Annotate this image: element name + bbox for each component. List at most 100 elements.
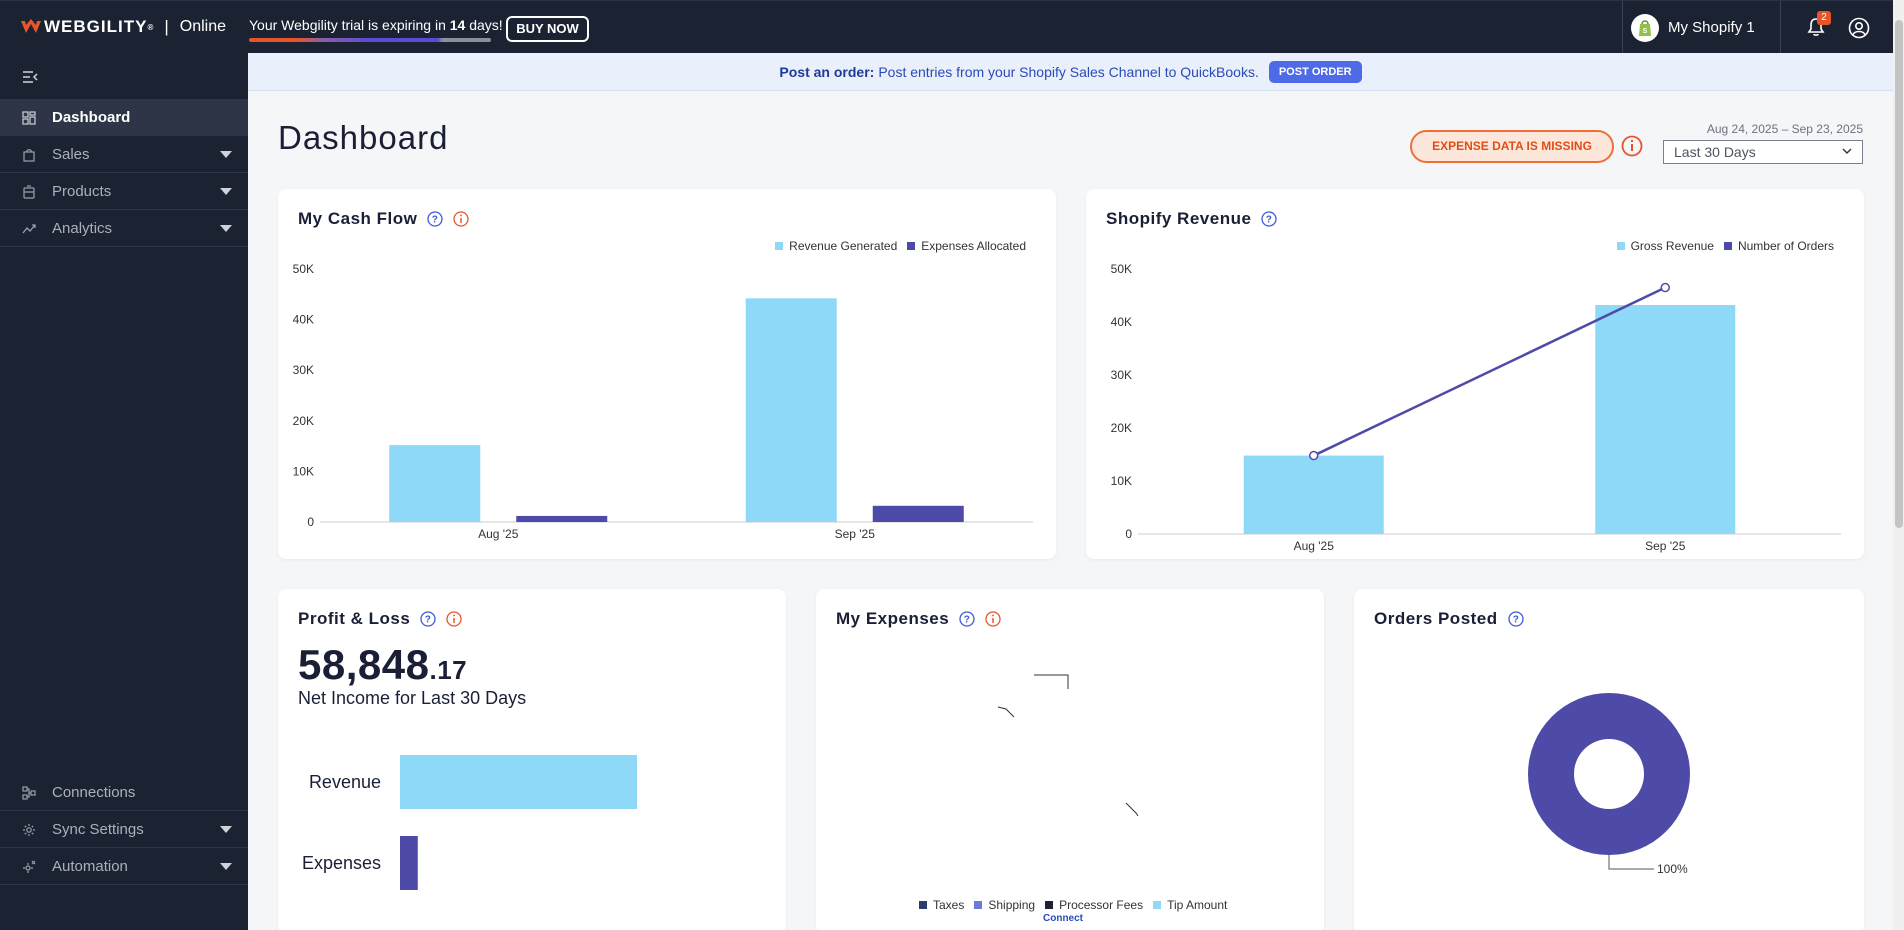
- chevron-down-icon[interactable]: [220, 863, 232, 870]
- help-icon[interactable]: ?: [1508, 611, 1524, 627]
- legend-item: Number of Orders: [1737, 239, 1834, 253]
- post-order-button[interactable]: POST ORDER: [1268, 60, 1362, 83]
- shopify-bag-icon: S: [1631, 13, 1659, 42]
- period-select-value: Last 30 Days: [1674, 144, 1756, 160]
- chart-bar: [1243, 455, 1384, 534]
- chart-bar: [745, 298, 837, 522]
- trend-icon: [22, 224, 36, 234]
- brand-name: WEBGILITY: [44, 17, 148, 36]
- connections-icon: [22, 786, 36, 800]
- y-tick-label: 40K: [1111, 315, 1132, 329]
- connect-link[interactable]: Connect: [1043, 913, 1083, 924]
- trial-message: Your Webgility trial is expiring in 14 d…: [249, 17, 503, 33]
- collapse-sidebar-icon[interactable]: [22, 70, 38, 84]
- orders-posted-chart: 100%: [1528, 693, 1690, 876]
- profit-loss-card: Profit & Loss ? 58,848.17 Net Income for…: [278, 589, 786, 930]
- legend-item: Shipping: [988, 898, 1036, 912]
- store-switcher[interactable]: S My Shopify 1: [1622, 1, 1781, 54]
- sidebar-item-label: Sales: [52, 145, 90, 163]
- cash-flow-title: My Cash Flow ?: [298, 209, 470, 229]
- expense-missing-button[interactable]: EXPENSE DATA IS MISSING: [1410, 130, 1614, 163]
- date-range-label: Aug 24, 2025 – Sep 23, 2025: [1706, 122, 1863, 136]
- trial-suffix: days!: [465, 17, 503, 33]
- y-tick-label: 50K: [293, 262, 314, 276]
- trial-progress-bar: [249, 38, 491, 42]
- chevron-down-icon[interactable]: [220, 188, 232, 195]
- scrollbar-thumb[interactable]: [1895, 20, 1903, 528]
- x-tick-label: Sep '25: [835, 527, 876, 541]
- shopify-revenue-card: Shopify Revenue ? Gross Revenue Number o…: [1086, 189, 1864, 559]
- svg-text:S: S: [1643, 28, 1648, 35]
- banner-text: Post entries from your Shopify Sales Cha…: [878, 63, 1259, 80]
- expenses-legend: Taxes Shipping Processor Fees Tip Amount: [919, 898, 1227, 912]
- orders-posted-title: Orders Posted ?: [1374, 609, 1524, 629]
- help-icon[interactable]: ?: [959, 611, 975, 627]
- gear-icon: [23, 824, 35, 836]
- period-select[interactable]: Last 30 Days: [1663, 140, 1863, 164]
- chevron-down-icon[interactable]: [220, 826, 232, 833]
- x-tick-label: Sep '25: [1645, 539, 1686, 553]
- y-tick-label: 30K: [1111, 368, 1132, 382]
- info-icon[interactable]: [985, 611, 1001, 627]
- y-tick-label: 20K: [293, 414, 314, 428]
- help-icon[interactable]: ?: [1261, 211, 1278, 227]
- buy-now-button[interactable]: BUY NOW: [506, 16, 589, 42]
- y-tick-label: 20K: [1111, 421, 1132, 435]
- sidebar-item-label: Dashboard: [52, 108, 131, 126]
- sidebar-item-products[interactable]: Products: [0, 173, 248, 210]
- legend-item: Tip Amount: [1167, 898, 1228, 912]
- legend-item: Taxes: [933, 898, 965, 912]
- legend-swatch: [919, 901, 927, 909]
- expenses-leader-lines: [997, 674, 1139, 817]
- user-account-icon[interactable]: [1848, 17, 1870, 39]
- help-icon[interactable]: ?: [427, 211, 444, 227]
- y-tick-label: 0: [1125, 527, 1132, 541]
- sidebar-item-automation[interactable]: Automation: [0, 848, 248, 885]
- profit-loss-title: Profit & Loss ?: [298, 609, 462, 629]
- y-tick-label: 40K: [293, 313, 314, 327]
- card-title-text: Orders Posted: [1374, 609, 1498, 628]
- banner-lead: Post an order:: [779, 63, 875, 80]
- info-icon[interactable]: [446, 611, 462, 627]
- dashboard-icon: [22, 111, 36, 125]
- cash-flow-chart: 0 10K 20K 30K 40K 50K Aug '25 Sep '25: [293, 262, 1033, 541]
- card-title-text: My Expenses: [836, 609, 950, 628]
- chart-bar: [389, 445, 481, 522]
- notification-badge: 2: [1817, 11, 1831, 25]
- pl-bar: [400, 836, 418, 890]
- x-tick-label: Aug '25: [1294, 539, 1335, 553]
- sidebar-item-label: Analytics: [52, 219, 113, 237]
- sidebar: Dashboard Sales Products Analytics Conne…: [0, 53, 248, 930]
- y-tick-label: 50K: [1111, 262, 1132, 276]
- sidebar-item-dashboard[interactable]: Dashboard: [0, 99, 248, 136]
- info-icon[interactable]: [1621, 135, 1643, 157]
- my-expenses-card: My Expenses ? Taxes Shipping Processor F…: [816, 589, 1324, 930]
- card-title-text: Profit & Loss: [298, 609, 411, 628]
- y-tick-label: 10K: [293, 464, 314, 478]
- sidebar-item-label: Connections: [52, 783, 136, 801]
- sidebar-item-sales[interactable]: Sales: [0, 136, 248, 173]
- chevron-down-icon[interactable]: [220, 225, 232, 232]
- info-icon[interactable]: [453, 211, 470, 227]
- webgility-logo-icon: [21, 19, 41, 33]
- bag-icon: [23, 149, 35, 162]
- sidebar-item-connections[interactable]: Connections: [0, 774, 248, 811]
- sidebar-item-sync-settings[interactable]: Sync Settings: [0, 811, 248, 848]
- chevron-down-icon[interactable]: [220, 151, 232, 158]
- bar-label: Expenses: [302, 853, 381, 873]
- legend-swatch: [1616, 242, 1625, 250]
- svg-text:?: ?: [425, 615, 432, 626]
- bar-label: Revenue: [309, 772, 381, 792]
- chevron-down-icon: [1842, 148, 1852, 154]
- help-icon[interactable]: ?: [420, 611, 436, 627]
- donut-label: 100%: [1657, 862, 1688, 876]
- svg-text:?: ?: [964, 615, 971, 626]
- sidebar-item-analytics[interactable]: Analytics: [0, 210, 248, 247]
- brand-sub: Online: [179, 18, 227, 35]
- x-tick-label: Aug '25: [478, 527, 519, 541]
- donut-leader-line: [1608, 855, 1654, 870]
- shopify-revenue-legend: Gross Revenue Number of Orders: [1607, 239, 1834, 253]
- net-income-int: 58,848: [298, 641, 430, 688]
- webgility-logo[interactable]: WEBGILITY ® | Online: [20, 17, 226, 37]
- legend-swatch: [974, 901, 983, 909]
